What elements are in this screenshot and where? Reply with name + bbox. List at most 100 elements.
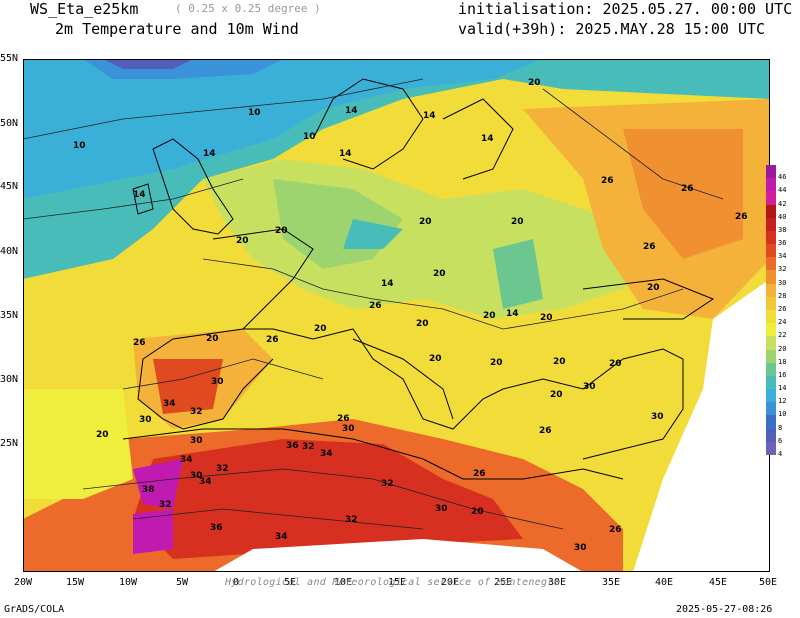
colorbar-level-label: 38 [778, 225, 787, 234]
grid-resolution: ( 0.25 x 0.25 degree ) [175, 2, 321, 15]
contour-label: 26 [609, 525, 622, 535]
temperature-map: 10 10 10 14 14 14 14 14 14 20 20 20 20 2… [23, 59, 770, 572]
colorbar-swatch [766, 230, 776, 245]
credit-watermark: Hydrological and Meteorological service … [225, 577, 560, 588]
colorbar-level-label: 6 [778, 436, 783, 445]
contour-label-layer: 10 10 10 14 14 14 14 14 14 20 20 20 20 2… [73, 78, 748, 553]
colorbar-swatch [766, 296, 776, 311]
field-outside-domain-south [213, 539, 583, 572]
field-sahara-hot [133, 439, 523, 559]
contour-label: 20 [275, 226, 288, 236]
colorbar-swatch [766, 270, 776, 285]
contour-label: 32 [302, 442, 315, 452]
contour-label: 20 [96, 430, 109, 440]
contour-label: 34 [180, 455, 193, 465]
contour-label: 26 [133, 338, 146, 348]
colorbar-swatch [766, 441, 776, 456]
lon-label: 20E [440, 577, 460, 588]
colorbar-level-label: 10 [778, 410, 787, 419]
colorbar [766, 165, 776, 456]
contour-label: 14 [506, 309, 519, 319]
contour-label: 20 [419, 217, 432, 227]
colorbar-level-label: 18 [778, 357, 787, 366]
field-cold-north [23, 59, 543, 199]
initialisation-time: initialisation: 2025.05.27. 00:00 UTC [458, 0, 793, 18]
contour-label: 30 [211, 377, 224, 387]
field-coldest-core [103, 59, 193, 69]
contour-label: 26 [643, 242, 656, 252]
colorbar-swatch [766, 336, 776, 351]
contour-label: 34 [199, 477, 212, 487]
contour-label: 20 [236, 236, 249, 246]
contour-label: 10 [73, 141, 86, 151]
colorbar-swatch [766, 310, 776, 324]
lon-label: 5W [175, 577, 189, 588]
lat-label: 45N [0, 181, 19, 192]
contour-label: 20 [528, 78, 541, 88]
colorbar-swatch [766, 389, 776, 403]
colorbar-swatch [766, 217, 776, 232]
contour-label: 26 [369, 301, 382, 311]
contour-label: 32 [216, 464, 229, 474]
contour-label: 14 [381, 279, 394, 289]
field-east-hot [623, 129, 743, 259]
colorbar-level-label: 16 [778, 370, 787, 379]
coastlines [122, 78, 715, 480]
valid-time: valid(+39h): 2025.MAY.28 15:00 UTC [458, 20, 766, 38]
contour-label: 30 [574, 543, 587, 553]
colorbar-level-label: 42 [778, 199, 787, 208]
field-atlas-extreme [133, 459, 183, 509]
colorbar-swatch [766, 415, 776, 430]
contour-label: 30 [139, 415, 152, 425]
contour-label: 30 [651, 412, 664, 422]
lat-label: 50N [0, 118, 19, 129]
colorbar-swatch [766, 165, 776, 179]
lon-label: 30E [547, 577, 567, 588]
contour-label: 20 [471, 507, 484, 517]
lon-label: 25E [493, 577, 513, 588]
colorbar-swatch [766, 323, 776, 337]
lat-label: 25N [0, 438, 19, 449]
contour-label: 20 [483, 311, 496, 321]
lon-label: 40E [654, 577, 674, 588]
map-canvas: 10 10 10 14 14 14 14 14 14 20 20 20 20 2… [23, 59, 770, 572]
contour-label: 14 [339, 149, 352, 159]
colorbar-swatch [766, 402, 776, 416]
contour-label: 30 [190, 471, 203, 481]
contour-label: 26 [681, 184, 694, 194]
colorbar-level-label: 32 [778, 265, 787, 274]
colorbar-level-label: 36 [778, 239, 787, 248]
colorbar-level-label: 12 [778, 397, 787, 406]
contour-label: 30 [190, 436, 203, 446]
contour-label: 26 [473, 469, 486, 479]
colorbar-level-label: 30 [778, 278, 787, 287]
colorbar-swatch [766, 362, 776, 377]
contour-label: 26 [266, 335, 279, 345]
contour-label: 14 [345, 106, 358, 116]
lon-label: 35E [601, 577, 621, 588]
colorbar-swatch [766, 191, 776, 206]
contour-label: 26 [601, 176, 614, 186]
footer-software: GrADS/COLA [4, 604, 65, 615]
contour-label: 36 [286, 441, 299, 451]
contour-label: 10 [303, 132, 316, 142]
contour-label: 30 [342, 424, 355, 434]
colorbar-level-label: 22 [778, 331, 787, 340]
contour-label: 14 [133, 190, 146, 200]
contour-label: 34 [163, 399, 176, 409]
contour-label: 32 [159, 500, 172, 510]
field-alps-cold [343, 219, 403, 249]
lon-label: 0 [232, 577, 240, 588]
lon-label: 20W [13, 577, 33, 588]
lat-label: 40N [0, 246, 19, 257]
contour-label: 14 [481, 134, 494, 144]
lon-label: 50E [758, 577, 778, 588]
colorbar-level-label: 4 [778, 450, 783, 458]
contour-label: 20 [647, 283, 660, 293]
lon-label: 10W [118, 577, 138, 588]
contour-label: 10 [248, 108, 261, 118]
contour-label: 38 [142, 485, 155, 495]
model-name: WS_Eta_e25km [30, 0, 139, 18]
colorbar-level-label: 40 [778, 212, 787, 221]
footer-timestamp: 2025-05-27-08:26 [676, 604, 773, 615]
